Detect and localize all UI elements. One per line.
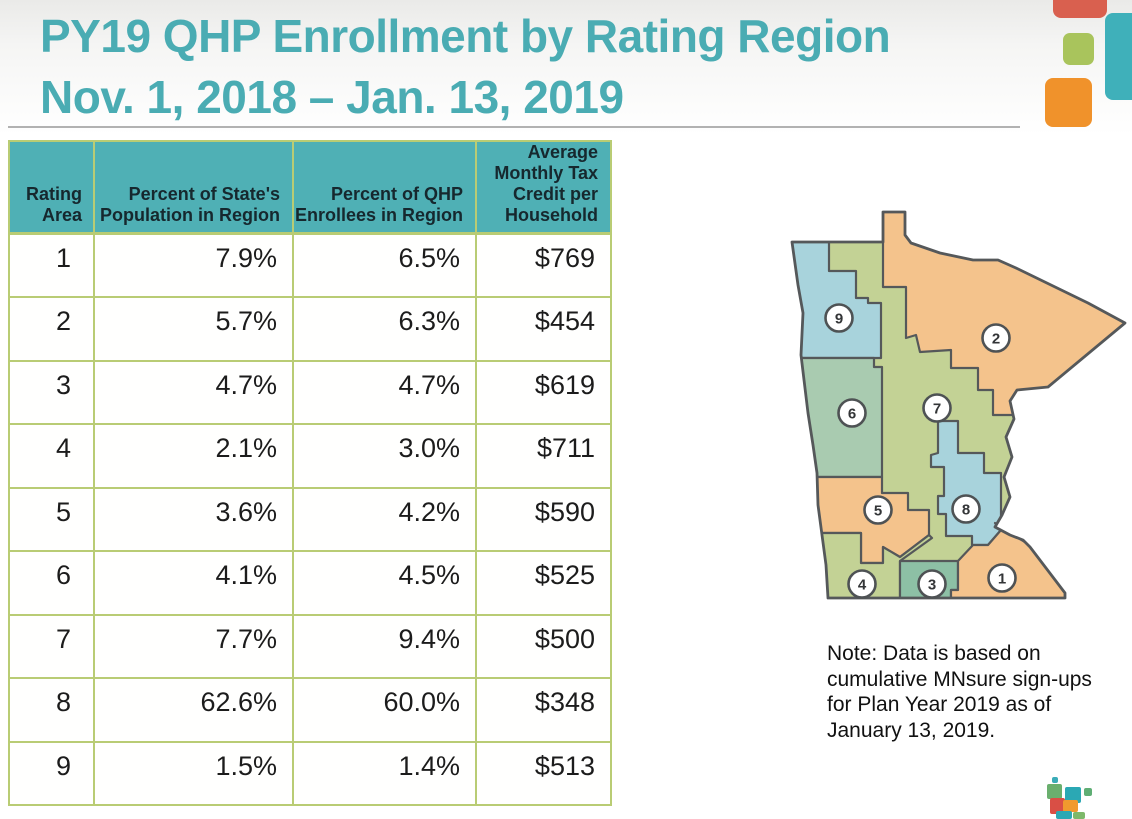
mini-logo-square — [1050, 798, 1065, 814]
table-row: 3 4.7% 4.7% $619 — [8, 359, 612, 425]
table-cell: 4.7% — [93, 359, 294, 425]
region-label-4: 4 — [858, 577, 867, 594]
region-marker-4: 4 — [847, 569, 877, 599]
table-cell: 3.0% — [292, 423, 477, 489]
table-cell: 4.1% — [93, 550, 294, 616]
mini-logo-square — [1063, 800, 1078, 812]
table-cell: 6 — [8, 550, 95, 616]
table-cell: 4.5% — [292, 550, 477, 616]
mini-logo-square — [1056, 811, 1072, 819]
minnesota-region-map: 9 2 6 7 5 8 4 3 1 — [790, 210, 1127, 600]
table-cell: 7.7% — [93, 613, 294, 679]
table-cell: $500 — [475, 613, 612, 679]
table-row: 6 4.1% 4.5% $525 — [8, 550, 612, 616]
mini-logo-square — [1065, 787, 1081, 803]
table-cell: 4.2% — [292, 486, 477, 552]
region-label-3: 3 — [928, 577, 936, 594]
table-header-row: Rating Area Percent of State's Population… — [8, 140, 612, 235]
title-line-2: Nov. 1, 2018 – Jan. 13, 2019 — [40, 71, 624, 123]
region-marker-6: 6 — [837, 398, 867, 428]
state-outline — [790, 210, 1127, 600]
region-label-1: 1 — [998, 571, 1006, 588]
column-header: Average Monthly Tax Credit per Household — [475, 140, 612, 235]
table-row: 8 62.6% 60.0% $348 — [8, 677, 612, 743]
logo-green-square — [1063, 33, 1094, 65]
map-region-8 — [929, 419, 1003, 547]
column-header: Rating Area — [8, 140, 95, 235]
table-row: 7 7.7% 9.4% $500 — [8, 613, 612, 679]
table-cell: 1.5% — [93, 740, 294, 806]
table-cell: 2.1% — [93, 423, 294, 489]
table-cell: $619 — [475, 359, 612, 425]
table-cell: 6.3% — [292, 296, 477, 362]
table-cell: $454 — [475, 296, 612, 362]
table-cell: 3 — [8, 359, 95, 425]
table-cell: 60.0% — [292, 677, 477, 743]
mini-logo-square — [1047, 784, 1062, 799]
table-cell: $590 — [475, 486, 612, 552]
enrollment-table: Rating Area Percent of State's Population… — [8, 140, 612, 806]
region-marker-1: 1 — [987, 563, 1017, 593]
logo-red-square — [1053, 0, 1107, 18]
table-row: 1 7.9% 6.5% $769 — [8, 232, 612, 298]
region-marker-5: 5 — [863, 495, 893, 525]
title-line-1: PY19 QHP Enrollment by Rating Region — [40, 10, 891, 62]
column-header: Percent of QHP Enrollees in Region — [292, 140, 477, 235]
table-cell: 6.5% — [292, 232, 477, 298]
table-row: 2 5.7% 6.3% $454 — [8, 296, 612, 362]
region-label-5: 5 — [874, 503, 882, 520]
region-number-markers: 9 2 6 7 5 8 4 3 1 — [824, 303, 1017, 599]
table-row: 5 3.6% 4.2% $590 — [8, 486, 612, 552]
table-cell: 2 — [8, 296, 95, 362]
table-cell: $513 — [475, 740, 612, 806]
table-cell: 4 — [8, 423, 95, 489]
table-cell: 8 — [8, 677, 95, 743]
table-cell: $769 — [475, 232, 612, 298]
table-cell: 62.6% — [93, 677, 294, 743]
region-marker-2: 2 — [981, 323, 1011, 353]
region-label-6: 6 — [848, 406, 856, 423]
region-marker-9: 9 — [824, 303, 854, 333]
region-label-9: 9 — [835, 311, 843, 328]
table-cell: 9 — [8, 740, 95, 806]
title-divider — [8, 126, 1020, 128]
map-region-6 — [792, 356, 884, 479]
data-note: Note: Data is based on cumulative MNsure… — [827, 642, 1092, 742]
mini-logo-square — [1073, 812, 1085, 819]
table-cell: 3.6% — [93, 486, 294, 552]
page-title: PY19 QHP Enrollment by Rating Region Nov… — [40, 6, 1030, 128]
logo-orange-square — [1045, 78, 1092, 127]
mini-logo-square — [1052, 777, 1058, 783]
table-cell: 5 — [8, 486, 95, 552]
logo-teal-bar — [1105, 13, 1132, 100]
table-row: 4 2.1% 3.0% $711 — [8, 423, 612, 489]
table-cell: 4.7% — [292, 359, 477, 425]
table-cell: 1.4% — [292, 740, 477, 806]
region-label-2: 2 — [992, 331, 1000, 348]
table-cell: 7.9% — [93, 232, 294, 298]
table-cell: 1 — [8, 232, 95, 298]
table-cell: 9.4% — [292, 613, 477, 679]
region-marker-3: 3 — [917, 569, 947, 599]
table-cell: $711 — [475, 423, 612, 489]
table-row: 9 1.5% 1.4% $513 — [8, 740, 612, 806]
mini-logo-square — [1084, 788, 1092, 796]
table-cell: $348 — [475, 677, 612, 743]
table-cell: 5.7% — [93, 296, 294, 362]
table-cell: $525 — [475, 550, 612, 616]
region-label-8: 8 — [962, 502, 970, 519]
region-marker-7: 7 — [922, 393, 952, 423]
region-marker-8: 8 — [951, 494, 981, 524]
table-cell: 7 — [8, 613, 95, 679]
column-header: Percent of State's Population in Region — [93, 140, 294, 235]
region-label-7: 7 — [933, 401, 941, 418]
